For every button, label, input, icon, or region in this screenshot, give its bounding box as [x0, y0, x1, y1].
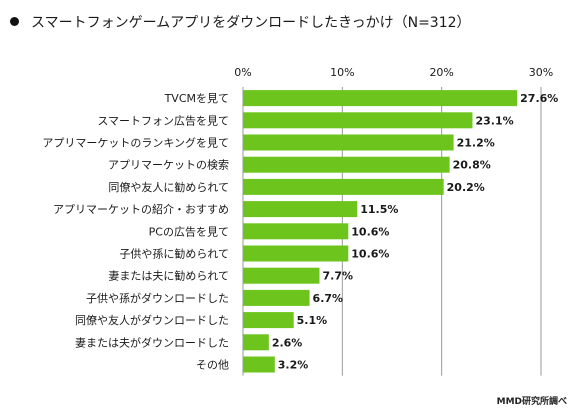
bar — [243, 178, 444, 195]
category-label: 妻または夫に勧められて — [108, 269, 229, 283]
data-label: 27.6% — [520, 92, 558, 105]
chart-title-text: スマートフォンゲームアプリをダウンロードしたきっかけ（N=312） — [31, 15, 471, 31]
data-label: 7.7% — [322, 270, 353, 283]
category-label: 子供や孫に勧められて — [119, 247, 229, 261]
category-label: 妻または夫がダウンロードした — [75, 335, 229, 349]
data-label: 21.2% — [457, 137, 495, 150]
category-label: アプリマーケットの検索 — [108, 158, 229, 172]
category-label: PCの広告を見て — [149, 225, 229, 238]
category-label: 子供や孫がダウンロードした — [86, 291, 229, 305]
data-label: 10.6% — [351, 225, 389, 238]
bar — [243, 112, 473, 129]
category-label: アプリマーケットのランキングを見て — [42, 136, 229, 150]
bar — [243, 312, 294, 329]
bar — [243, 334, 269, 351]
data-label: 6.7% — [313, 292, 344, 305]
bar — [243, 356, 275, 373]
bar — [243, 223, 349, 240]
bullet-icon — [10, 17, 19, 26]
category-label: アプリマーケットの紹介・おすすめ — [53, 203, 229, 216]
chart-title: スマートフォンゲームアプリをダウンロードしたきっかけ（N=312） — [10, 12, 471, 32]
data-label: 23.1% — [475, 114, 513, 127]
data-label: 20.2% — [447, 181, 485, 194]
category-label: その他 — [196, 359, 229, 372]
x-tick-label: 20% — [429, 66, 453, 79]
x-tick-label: 10% — [330, 66, 354, 79]
category-label: 同僚や友人がダウンロードした — [75, 313, 229, 327]
x-tick-label: 30% — [529, 66, 553, 79]
bar — [243, 156, 450, 173]
bar — [243, 267, 320, 284]
data-label: 20.8% — [453, 159, 491, 172]
data-label: 2.6% — [272, 336, 303, 349]
bar — [243, 289, 310, 306]
bar — [243, 90, 518, 107]
category-label: TVCMを見て — [164, 92, 229, 105]
x-tick-label: 0% — [234, 66, 251, 79]
data-label: 10.6% — [351, 248, 389, 261]
data-label: 11.5% — [360, 203, 398, 216]
source-note: MMD研究所調べ — [496, 397, 567, 407]
bar — [243, 245, 349, 262]
category-label: スマートフォン広告を見て — [97, 114, 229, 127]
bar — [243, 134, 454, 151]
data-label: 3.2% — [278, 359, 309, 372]
category-label: 同僚や友人に勧められて — [108, 180, 229, 194]
data-label: 5.1% — [297, 314, 328, 327]
bar — [243, 201, 358, 218]
